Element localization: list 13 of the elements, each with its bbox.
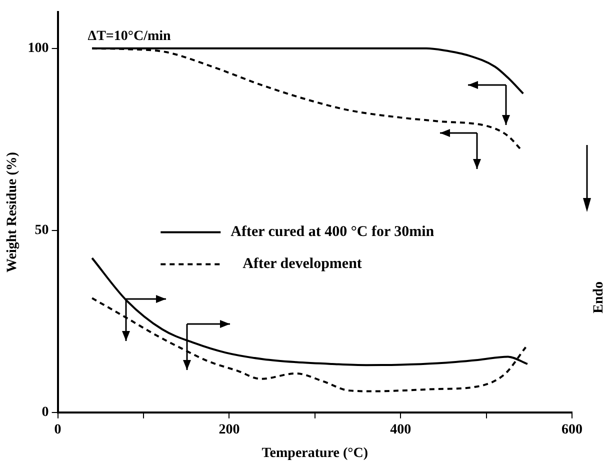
text: Endo [592,281,607,314]
y-tick-label: 50 [34,223,49,238]
legend-label: After development [242,256,362,272]
y-tick-label: 0 [42,405,49,420]
x-axis-title: Temperature (°C) [262,446,368,462]
x-tick-label: 600 [562,422,582,438]
x-tick-label: 0 [54,422,62,438]
y-axis-title: Weight Residue (%) [5,152,20,272]
x-tick-label: 200 [218,422,240,438]
x-tick-label: 400 [390,422,412,438]
legend-label: After cured at 400 °C for 30min [230,224,435,240]
annotation: ΔT=10°C/min [88,29,172,44]
y-tick-label: 100 [28,41,49,56]
